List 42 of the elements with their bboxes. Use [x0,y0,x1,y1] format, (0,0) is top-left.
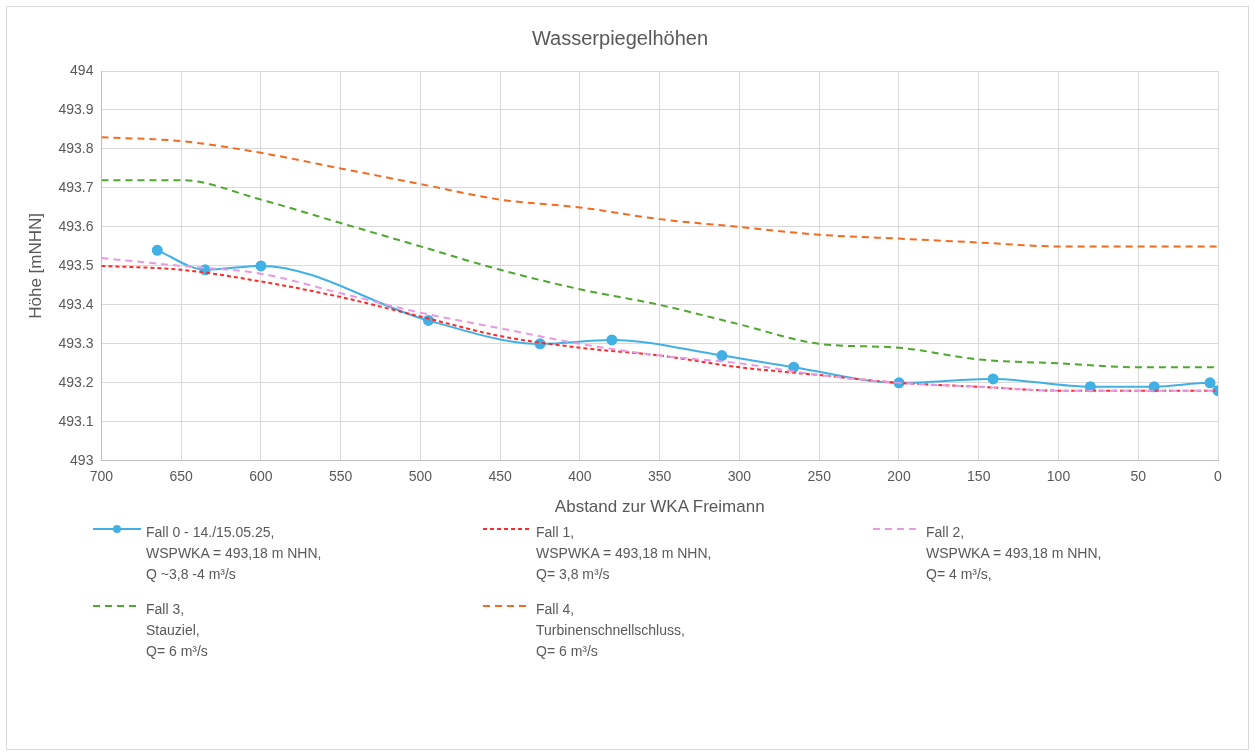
point [1148,381,1160,393]
point [606,334,618,346]
y-tick-label: 493.2 [58,373,94,390]
x-tick-label: 0 [1214,468,1223,485]
x-tick-label: 700 [89,468,114,485]
y-tick-label: 493 [70,451,94,468]
point [716,350,728,362]
x-tick-label: 50 [1130,468,1147,485]
legend-label: Fall 3, Stauziel, Q= 6 m³/s [146,600,208,661]
x-tick-label: 150 [967,468,991,485]
chart-title: Wasserpiegelhöhen [531,26,709,49]
line-series [101,136,1218,248]
y-tick-label: 493.1 [58,412,94,429]
y-tick-label: 493.5 [58,256,94,273]
y-tick-label: 493.7 [58,178,94,195]
y-tick-label: 493.4 [58,295,94,312]
x-tick-label: 200 [887,468,911,485]
y-tick-label: 493.9 [58,100,94,117]
x-tick-label: 300 [727,468,752,485]
x-tick-label: 550 [329,468,353,485]
point [987,373,999,385]
y-tick-label: 493.3 [58,334,94,351]
y-tick-label: 493.6 [58,217,94,234]
x-tick-label: 250 [807,468,832,485]
x-tick-label: 100 [1046,468,1071,485]
y-tick-label: 493.8 [58,139,94,156]
x-tick-label: 400 [568,468,592,485]
legend-label: Fall 2, WSPWKA = 493,18 m NHN, Q= 4 m³/s, [926,523,1102,584]
x-tick-label: 500 [408,468,433,485]
legend-label: Fall 4, Turbinenschnellschluss, Q= 6 m³/s [536,600,685,661]
y-tick-label: 494 [70,61,94,78]
x-tick-label: 600 [249,468,273,485]
x-tick-label: 350 [648,468,672,485]
point [151,244,163,256]
x-tick-label: 650 [169,468,194,485]
point [255,260,267,272]
legend-label: Fall 0 - 14./15.05.25, WSPWKA = 493,18 m NHN, Q ~3,8 -4 m³/s [146,523,322,584]
x-axis-title: Abstand zur WKA Freimann [554,497,765,517]
point [1204,377,1216,389]
y-axis-title: Höhe [mNHN] [25,212,45,319]
x-tick-label: 450 [488,468,513,485]
legend-label: Fall 1, WSPWKA = 493,18 m NHN, Q= 3,8 m³/s [536,523,712,584]
